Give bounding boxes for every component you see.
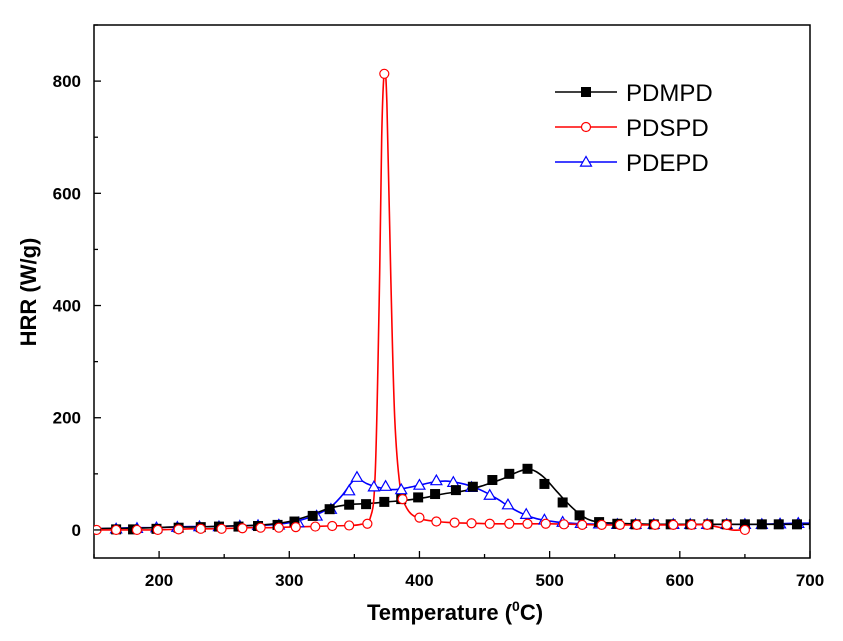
data-point-pdmpd xyxy=(467,481,478,492)
data-point-pdepd xyxy=(367,480,381,492)
data-point-pdspd xyxy=(431,516,442,527)
x-tick-label: 200 xyxy=(145,571,173,590)
data-point-pdepd xyxy=(429,473,443,486)
data-point-pdspd xyxy=(237,523,248,534)
data-point-pdspd xyxy=(173,524,184,535)
data-point-pdmpd xyxy=(773,519,784,530)
legend-label-pdspd: PDSPD xyxy=(626,115,709,142)
data-point-pdspd xyxy=(255,522,266,533)
data-point-pdmpd xyxy=(324,504,335,515)
legend-label-pdepd: PDEPD xyxy=(626,150,709,177)
data-point-pdmpd xyxy=(413,492,424,503)
plot-frame xyxy=(93,24,811,559)
data-point-pdspd xyxy=(466,518,477,529)
data-point-pdspd xyxy=(379,68,390,79)
data-point-pdspd xyxy=(290,522,301,533)
data-point-pdspd xyxy=(596,519,607,530)
data-point-pdspd xyxy=(668,519,679,530)
data-point-pdspd xyxy=(216,523,227,534)
data-point-pdspd xyxy=(614,519,626,530)
data-point-pdspd xyxy=(686,519,697,530)
data-point-pdspd xyxy=(649,519,661,530)
legend-marker-pdepd xyxy=(579,155,593,167)
legend-label-pdmpd: PDMPD xyxy=(626,80,713,107)
data-point-pdspd xyxy=(131,524,143,536)
x-tick-label: 500 xyxy=(535,571,563,590)
data-point-pdspd xyxy=(702,519,713,530)
x-axis-title: Temperature (0C) xyxy=(367,598,543,625)
legend-marker-pdmpd xyxy=(581,87,591,97)
y-tick-label: 0 xyxy=(72,521,81,540)
data-point-pdspd xyxy=(558,519,570,530)
data-point-pdepd xyxy=(350,470,364,482)
y-tick-label: 800 xyxy=(53,72,81,91)
data-point-pdmpd xyxy=(522,463,533,474)
data-point-pdepd xyxy=(394,482,408,495)
data-point-pdmpd xyxy=(487,475,498,486)
data-point-pdmpd xyxy=(557,497,568,508)
data-point-pdmpd xyxy=(574,510,585,521)
data-point-pdspd xyxy=(631,519,642,530)
x-tick-label: 700 xyxy=(796,571,824,590)
data-point-pdspd xyxy=(721,519,732,530)
data-point-pdmpd xyxy=(791,519,802,530)
data-point-pdspd xyxy=(414,512,425,523)
data-point-pdmpd xyxy=(307,510,318,521)
data-point-pdspd xyxy=(449,517,460,528)
data-point-pdepd xyxy=(412,478,426,490)
data-point-pdspd xyxy=(362,518,373,529)
data-point-pdspd xyxy=(273,522,284,533)
data-point-pdmpd xyxy=(808,519,810,530)
data-point-pdspd xyxy=(310,521,321,532)
data-point-pdmpd xyxy=(430,489,441,500)
data-point-pdepd xyxy=(483,488,497,500)
data-point-pdmpd xyxy=(450,485,461,496)
y-tick-label: 400 xyxy=(53,297,81,316)
data-point-pdspd xyxy=(522,518,533,529)
data-point-pdepd xyxy=(519,507,533,519)
data-point-pdmpd xyxy=(539,478,550,489)
data-point-pdmpd xyxy=(756,519,767,530)
data-point-pdspd xyxy=(504,518,515,529)
legend-marker-pdspd xyxy=(580,121,592,133)
data-point-pdspd xyxy=(195,523,206,534)
data-point-pdmpd xyxy=(344,499,355,510)
data-point-pdspd xyxy=(739,524,751,536)
data-point-pdepd xyxy=(379,479,393,491)
x-tick-label: 300 xyxy=(275,571,303,590)
data-point-pdepd xyxy=(501,497,515,510)
y-tick-label: 200 xyxy=(53,409,81,428)
data-point-pdspd xyxy=(344,520,355,531)
data-point-pdspd xyxy=(577,519,588,530)
series-line-pdspd xyxy=(94,68,745,532)
data-point-pdspd xyxy=(152,524,163,536)
x-tick-label: 400 xyxy=(405,571,433,590)
data-point-pdspd xyxy=(327,520,338,532)
data-point-pdepd xyxy=(342,483,356,496)
data-point-pdspd xyxy=(111,524,122,536)
data-point-pdspd xyxy=(540,518,551,529)
data-point-pdmpd xyxy=(379,496,390,507)
data-point-pdmpd xyxy=(361,499,372,510)
x-tick-label: 600 xyxy=(666,571,694,590)
data-point-pdmpd xyxy=(504,468,515,479)
y-axis-title: HRR (W/g) xyxy=(16,238,41,347)
data-point-pdspd xyxy=(397,493,408,505)
data-point-pdspd xyxy=(484,518,495,529)
y-tick-label: 600 xyxy=(53,184,81,203)
